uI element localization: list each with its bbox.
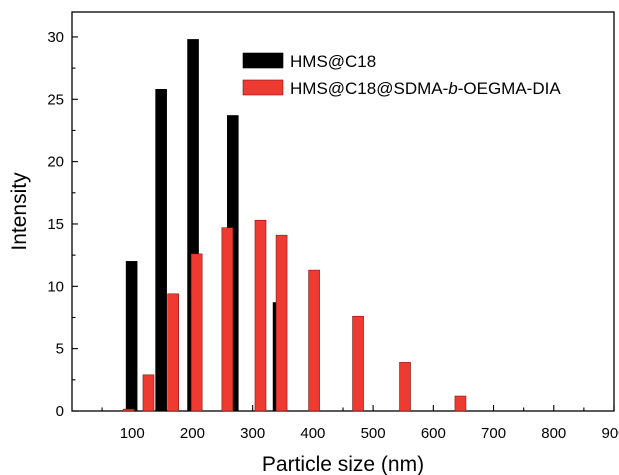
- bar-hms-c18-sdma-oegma-dia: [221, 227, 234, 412]
- y-tick-label: 30: [47, 29, 64, 46]
- bar-hms-c18-sdma-oegma-dia: [454, 395, 467, 412]
- x-tick-label: 600: [421, 425, 446, 442]
- bar-hms-c18-sdma-oegma-dia: [142, 374, 155, 412]
- y-tick-label: 20: [47, 154, 64, 171]
- legend-swatch: [242, 52, 284, 69]
- y-tick-label: 25: [47, 91, 64, 108]
- bar-hms-c18-sdma-oegma-dia: [275, 234, 288, 412]
- legend-label: HMS@C18: [290, 52, 376, 71]
- bar-hms-c18-sdma-oegma-dia: [190, 253, 203, 412]
- legend-label: HMS@C18@SDMA-b-OEGMA-DIA: [290, 79, 561, 98]
- legend-swatch: [242, 79, 284, 96]
- x-tick-label: 400: [300, 425, 325, 442]
- bar-hms-c18: [155, 89, 167, 412]
- plot-frame: [71, 11, 615, 412]
- bar-hms-c18-sdma-oegma-dia: [399, 362, 411, 412]
- x-tick-label: 300: [240, 425, 265, 442]
- bar-hms-c18-sdma-oegma-dia: [352, 315, 364, 412]
- legend-label-part: HMS@C18@SDMA-: [290, 79, 448, 98]
- x-tick-label: 500: [361, 425, 386, 442]
- x-tick-label: 100: [120, 425, 145, 442]
- x-tick-label: 900: [601, 425, 619, 442]
- legend-label-part: b: [448, 79, 457, 98]
- legend-label-part: HMS@C18: [290, 52, 376, 71]
- bar-hms-c18-sdma-oegma-dia: [254, 219, 267, 412]
- x-tick-label: 700: [481, 425, 506, 442]
- y-tick-label: 10: [47, 278, 64, 295]
- legend-label-part: -OEGMA-DIA: [458, 79, 562, 98]
- y-tick-label: 5: [56, 341, 64, 358]
- x-tick-label: 800: [541, 425, 566, 442]
- bar-hms-c18-sdma-oegma-dia: [167, 293, 179, 412]
- y-tick-label: 15: [47, 216, 64, 233]
- bar-hms-c18: [125, 261, 138, 412]
- y-tick-label: 0: [56, 403, 64, 420]
- bar-hms-c18-sdma-oegma-dia: [122, 408, 135, 412]
- y-axis-title: Intensity: [8, 172, 31, 251]
- x-tick-label: 200: [180, 425, 205, 442]
- bar-hms-c18-sdma-oegma-dia: [308, 269, 320, 412]
- x-axis-title: Particle size (nm): [262, 453, 424, 475]
